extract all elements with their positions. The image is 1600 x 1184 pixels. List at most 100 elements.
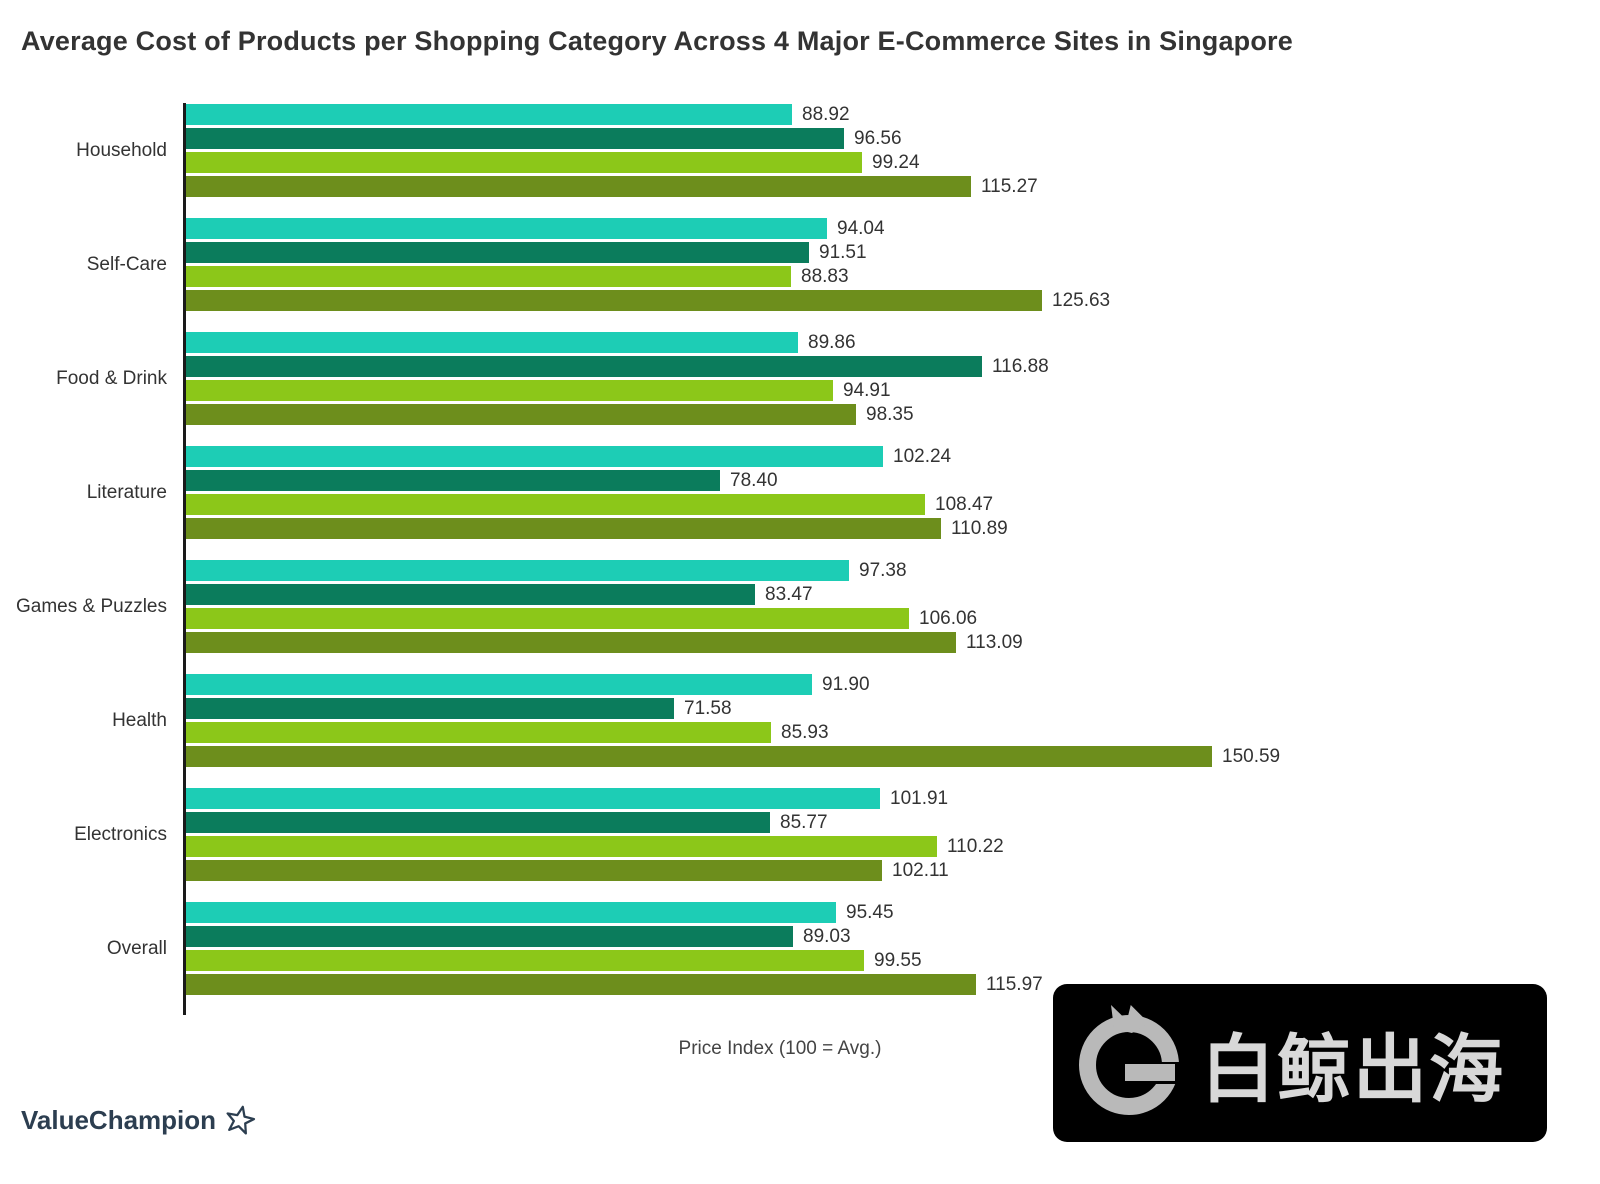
bar-value-label: 115.97: [986, 973, 1043, 995]
bar-value-label: 71.58: [684, 697, 732, 719]
bar-series-1-teal: [186, 560, 849, 581]
category-bars: 97.38 83.47 106.06 113.09: [183, 560, 1600, 653]
bar-series-3-light-green: [186, 152, 862, 173]
bar-row: 110.22: [186, 836, 1600, 857]
bar-series-4-olive: [186, 746, 1212, 767]
bar-series-3-light-green: [186, 380, 833, 401]
bar-row: 102.24: [186, 446, 1600, 467]
category-group: Food & Drink 89.86 116.88 94.91 98.35: [0, 332, 1600, 425]
bar-row: 94.04: [186, 218, 1600, 239]
valuechampion-logo: ValueChampion: [21, 1103, 257, 1137]
bar-value-label: 85.93: [781, 721, 829, 743]
category-bars: 91.90 71.58 85.93 150.59: [183, 674, 1600, 767]
bar-value-label: 115.27: [981, 175, 1038, 197]
bar-value-label: 85.77: [780, 811, 828, 833]
bar-row: 110.89: [186, 518, 1600, 539]
bar-value-label: 125.63: [1052, 289, 1111, 311]
bar-row: 89.03: [186, 926, 1600, 947]
category-group: Overall 95.45 89.03 99.55 115.97: [0, 902, 1600, 995]
category-group: Electronics 101.91 85.77 110.22 102.11: [0, 788, 1600, 881]
category-group: Literature 102.24 78.40 108.47 110.89: [0, 446, 1600, 539]
baijing-chuhai-watermark: 白鲸出海: [1053, 984, 1547, 1142]
category-bars: 101.91 85.77 110.22 102.11: [183, 788, 1600, 881]
bar-row: 97.38: [186, 560, 1600, 581]
bar-row: 83.47: [186, 584, 1600, 605]
bar-row: 91.90: [186, 674, 1600, 695]
bar-series-3-light-green: [186, 950, 864, 971]
bar-row: 102.11: [186, 860, 1600, 881]
bar-row: 94.91: [186, 380, 1600, 401]
bar-series-2-dark-green: [186, 470, 720, 491]
bar-value-label: 97.38: [859, 559, 907, 581]
bar-value-label: 89.03: [803, 925, 851, 947]
bar-value-label: 98.35: [866, 403, 914, 425]
bar-series-4-olive: [186, 518, 941, 539]
category-bars: 94.04 91.51 88.83 125.63: [183, 218, 1600, 311]
chart-title: Average Cost of Products per Shopping Ca…: [21, 26, 1293, 56]
x-axis-label: Price Index (100 = Avg.): [678, 1038, 882, 1059]
bar-series-1-teal: [186, 218, 827, 239]
bar-row: 88.92: [186, 104, 1600, 125]
bar-value-label: 116.88: [992, 355, 1049, 377]
bar-value-label: 110.22: [947, 835, 1004, 857]
bar-value-label: 94.04: [837, 217, 885, 239]
bar-series-4-olive: [186, 860, 882, 881]
bar-value-label: 101.91: [890, 787, 949, 809]
bar-value-label: 88.83: [801, 265, 849, 287]
bar-series-4-olive: [186, 290, 1042, 311]
bar-value-label: 108.47: [935, 493, 994, 515]
bar-series-1-teal: [186, 104, 792, 125]
bar-series-1-teal: [186, 446, 883, 467]
bar-value-label: 83.47: [765, 583, 813, 605]
bar-series-3-light-green: [186, 608, 909, 629]
bar-value-label: 94.91: [843, 379, 891, 401]
bar-row: 89.86: [186, 332, 1600, 353]
bar-value-label: 91.51: [819, 241, 867, 263]
bar-row: 150.59: [186, 746, 1600, 767]
bar-row: 98.35: [186, 404, 1600, 425]
bar-row: 106.06: [186, 608, 1600, 629]
bar-series-3-light-green: [186, 266, 791, 287]
category-bars: 88.92 96.56 99.24 115.27: [183, 104, 1600, 197]
bar-series-4-olive: [186, 974, 976, 995]
category-label: Household: [76, 139, 167, 161]
bar-value-label: 96.56: [854, 127, 902, 149]
bar-row: 85.93: [186, 722, 1600, 743]
bar-series-2-dark-green: [186, 242, 809, 263]
category-group: Household 88.92 96.56 99.24 115.27: [0, 104, 1600, 197]
bar-value-label: 106.06: [919, 607, 978, 629]
category-group: Health 91.90 71.58 85.93 150.59: [0, 674, 1600, 767]
bar-value-label: 102.11: [892, 859, 949, 881]
bar-row: 116.88: [186, 356, 1600, 377]
whale-g-logo-icon: [1075, 1005, 1187, 1119]
bar-series-1-teal: [186, 788, 880, 809]
bar-row: 95.45: [186, 902, 1600, 923]
star-outline-icon: [226, 1105, 256, 1135]
bar-series-2-dark-green: [186, 356, 982, 377]
category-label: Food & Drink: [56, 367, 167, 389]
bar-value-label: 95.45: [846, 901, 894, 923]
bar-series-2-dark-green: [186, 128, 844, 149]
bar-series-3-light-green: [186, 494, 925, 515]
bar-row: 115.27: [186, 176, 1600, 197]
category-group: Games & Puzzles 97.38 83.47 106.06 113.09: [0, 560, 1600, 653]
bar-row: 85.77: [186, 812, 1600, 833]
category-label: Self-Care: [86, 253, 167, 275]
category-label: Overall: [106, 937, 167, 959]
bar-value-label: 78.40: [730, 469, 778, 491]
bar-series-4-olive: [186, 632, 956, 653]
category-bars: 89.86 116.88 94.91 98.35: [183, 332, 1600, 425]
bar-row: 115.97: [186, 974, 1600, 995]
bar-value-label: 150.59: [1222, 745, 1281, 767]
category-label: Literature: [86, 481, 167, 503]
watermark-text: 白鲸出海: [1201, 1027, 1505, 1111]
bar-series-1-teal: [186, 332, 798, 353]
bar-row: 108.47: [186, 494, 1600, 515]
bar-series-2-dark-green: [186, 698, 674, 719]
bar-value-label: 91.90: [822, 673, 870, 695]
brand-text: ValueChampion: [21, 1104, 217, 1135]
bar-row: 99.55: [186, 950, 1600, 971]
bar-row: 101.91: [186, 788, 1600, 809]
category-group: Self-Care 94.04 91.51 88.83 125.63: [0, 218, 1600, 311]
bar-value-label: 99.55: [874, 949, 922, 971]
